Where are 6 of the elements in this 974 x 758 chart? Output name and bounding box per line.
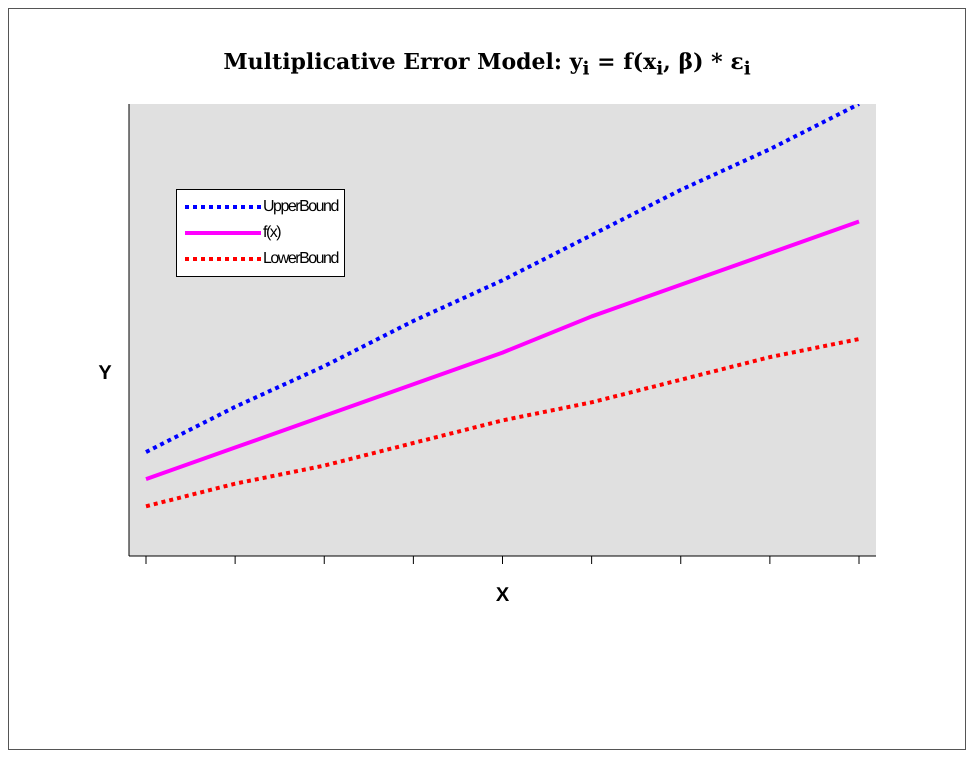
legend-label: UpperBound [263, 198, 338, 216]
y-axis-title: Y [98, 362, 112, 384]
legend-label: LowerBound [263, 250, 338, 268]
chart-title: Multiplicative Error Model: y$_{i}$ = f(x$_{i}$, β) * ε$_{i}$ [222, 48, 752, 80]
x-axis-title: X [496, 584, 510, 606]
legend-label: f(x) [263, 224, 280, 242]
